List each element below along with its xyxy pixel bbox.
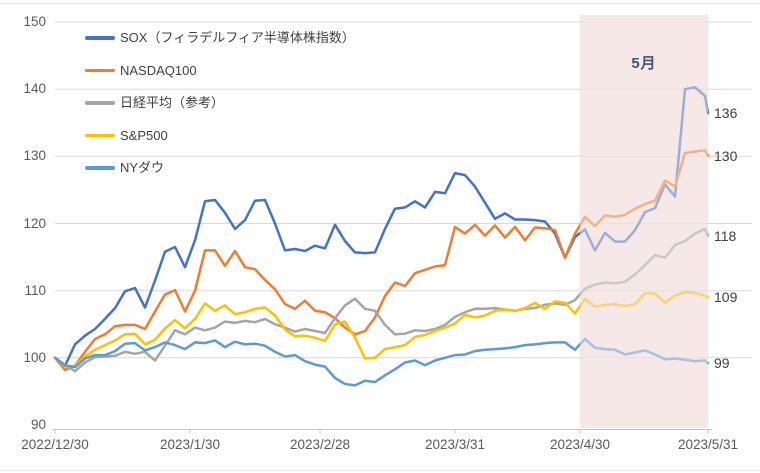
- end-label-nikkei: 118: [714, 227, 737, 244]
- legend-label-nikkei: 日経平均（参考）: [120, 95, 225, 110]
- legend-swatch-nasdaq100-line: [85, 68, 115, 73]
- y-axis-label: 130: [23, 148, 46, 164]
- x-axis-label: 2023/2/28: [289, 437, 351, 452]
- bottom-border-line: [0, 470, 760, 471]
- legend-item-sox: SOX（フィラデルフィア半導体株指数）: [85, 30, 355, 46]
- legend-label-sox: SOX（フィラデルフィア半導体株指数）: [120, 30, 355, 45]
- x-axis-label: 2023/3/31: [424, 437, 486, 452]
- legend-swatch-sox-line: [85, 36, 115, 40]
- legend-label-nydow: NYダウ: [120, 160, 165, 175]
- legend-swatch-sp500-line: [85, 133, 115, 138]
- legend-item-nydow: NYダウ: [85, 160, 164, 176]
- x-axis-label: 2023/5/31: [677, 437, 739, 452]
- y-axis-label: 150: [23, 14, 46, 29]
- y-axis-label: 100: [23, 349, 46, 365]
- end-label-sox: 136: [714, 105, 738, 122]
- legend-label-sp500: S&P500: [120, 127, 168, 143]
- y-axis-label: 140: [23, 81, 46, 97]
- legend-item-nasdaq100: NASDAQ100: [85, 63, 197, 79]
- end-label-nydow: 99: [714, 355, 730, 372]
- end-label-nasdaq100: 130: [714, 147, 738, 164]
- legend-label-nasdaq100: NASDAQ100: [120, 62, 197, 78]
- legend-item-sp500: S&P500: [85, 128, 168, 144]
- x-axis-label: 2023/4/30: [549, 437, 611, 452]
- y-axis-label: 90: [30, 417, 46, 432]
- legend-item-nikkei: 日経平均（参考）: [85, 95, 224, 111]
- end-label-sp500: 109: [714, 289, 738, 306]
- legend-swatch-nikkei-line: [85, 101, 115, 105]
- x-axis-label: 2023/1/30: [159, 437, 221, 452]
- top-border-line: [0, 3, 760, 4]
- y-axis-label: 110: [24, 282, 46, 298]
- may-band-label: 5月: [631, 55, 657, 72]
- x-axis-label: 2022/12/30: [21, 437, 89, 452]
- legend-swatch-nydow-line: [85, 166, 115, 170]
- y-axis-label: 120: [23, 215, 46, 231]
